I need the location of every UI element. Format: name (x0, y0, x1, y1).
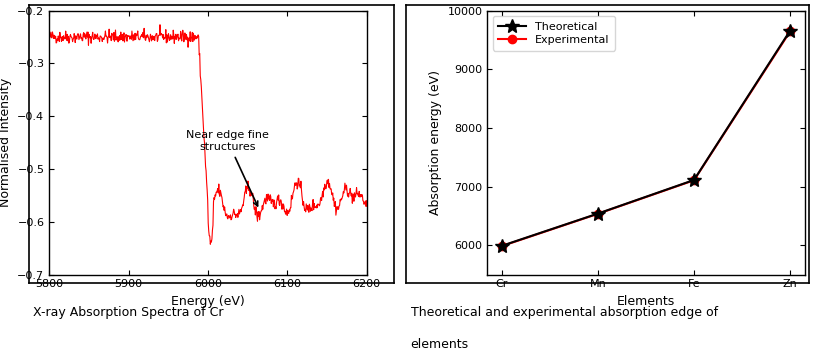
Theoretical (497, 244, 507, 248)
Y-axis label: Absorption energy (eV): Absorption energy (eV) (429, 70, 442, 215)
Y-axis label: Normalised Intensity: Normalised Intensity (0, 78, 11, 207)
Experimental (785, 29, 795, 33)
Text: X-ray Absorption Spectra of Cr: X-ray Absorption Spectra of Cr (33, 306, 223, 319)
Theoretical (689, 178, 699, 182)
Line: Theoretical: Theoretical (495, 24, 797, 253)
Experimental (689, 178, 699, 182)
Experimental (497, 244, 507, 248)
Experimental (593, 212, 603, 216)
Text: Near edge fine
structures: Near edge fine structures (186, 131, 269, 206)
Theoretical (785, 29, 795, 33)
Line: Experimental: Experimental (498, 27, 795, 250)
X-axis label: Elements: Elements (617, 295, 675, 308)
Theoretical (593, 212, 603, 216)
Legend: Theoretical, Experimental: Theoretical, Experimental (493, 16, 615, 51)
X-axis label: Energy (eV): Energy (eV) (171, 295, 245, 308)
Text: Theoretical and experimental absorption edge of: Theoretical and experimental absorption … (410, 306, 718, 319)
Text: elements: elements (410, 338, 469, 351)
